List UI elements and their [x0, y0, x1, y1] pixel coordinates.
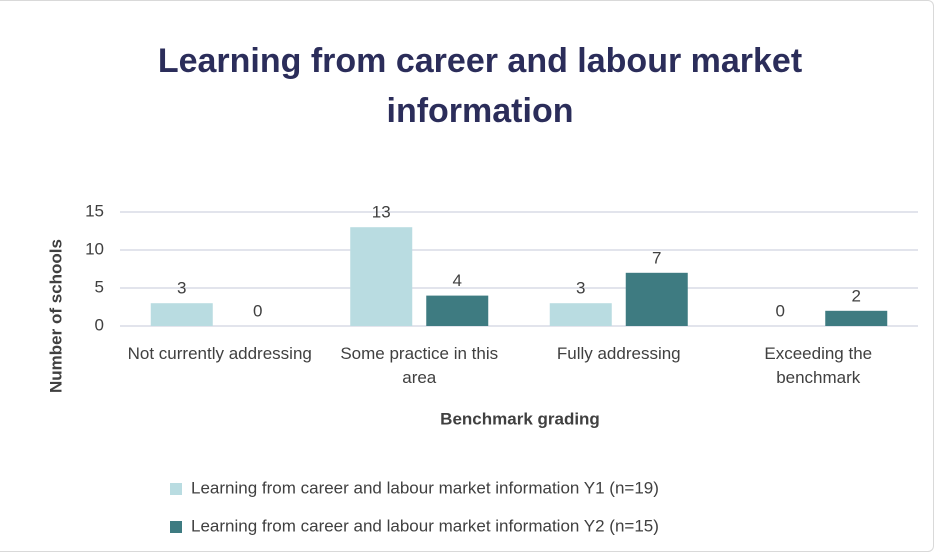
x-tick-label: Exceeding the benchmark — [764, 344, 873, 387]
data-label: 4 — [453, 271, 462, 290]
bar — [825, 310, 888, 326]
bar — [549, 303, 612, 326]
y-tick-label: 5 — [95, 277, 104, 296]
data-label: 0 — [253, 301, 262, 320]
data-label: 3 — [177, 279, 186, 298]
y-axis-label: Number of schools — [46, 239, 65, 393]
data-label: 13 — [372, 203, 391, 222]
data-label: 2 — [852, 286, 861, 305]
x-tick-label: Not currently addressing — [127, 344, 312, 363]
data-label: 3 — [576, 279, 585, 298]
legend-text: Learning from career and labour market i… — [191, 516, 659, 535]
data-label: 7 — [652, 248, 661, 267]
bar — [426, 295, 489, 326]
chart-title: Learning from career and labour market i… — [157, 42, 803, 130]
legend-swatch — [170, 521, 182, 533]
x-tick-label: Fully addressing — [556, 344, 681, 363]
x-axis-label: Benchmark grading — [440, 409, 600, 428]
bar — [150, 303, 213, 326]
bar — [350, 227, 413, 326]
y-tick-label: 15 — [85, 201, 104, 220]
legend-swatch — [170, 483, 182, 495]
x-tick-label: Some practice in this area — [340, 344, 499, 387]
bar — [625, 272, 688, 326]
data-label: 0 — [776, 301, 785, 320]
y-tick-label: 0 — [95, 315, 104, 334]
y-tick-label: 10 — [85, 239, 104, 258]
legend-text: Learning from career and labour market i… — [191, 478, 659, 497]
